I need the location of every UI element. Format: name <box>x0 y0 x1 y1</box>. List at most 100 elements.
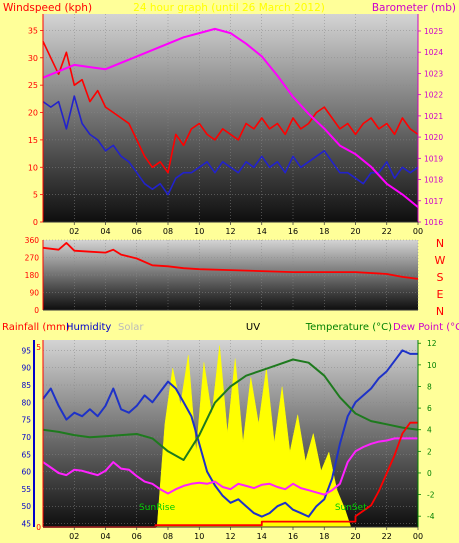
wind-x-tick-label: 22 <box>382 227 392 236</box>
temp-x-tick-label: 12 <box>225 532 235 541</box>
dewpoint-series-line <box>42 437 418 496</box>
baro-ytick-label: 1023 <box>424 69 443 78</box>
rain-ytick-label: 0 <box>36 523 41 532</box>
baro-ytick-label: 1021 <box>424 112 443 121</box>
baro-ytick-label: 1025 <box>424 27 443 36</box>
compass-letter: W <box>435 254 446 267</box>
wind-ytick-label: 5 <box>33 191 38 200</box>
wind-x-tick-label: 20 <box>350 227 360 236</box>
compass-letter: N <box>436 237 444 250</box>
direction-ytick-label: 180 <box>25 271 40 280</box>
baro-ytick-label: 1020 <box>424 133 443 142</box>
temp-x-tick-label: 22 <box>382 532 392 541</box>
baro-ytick-label: 1024 <box>424 48 443 57</box>
temp-ytick-label: 2 <box>427 447 432 456</box>
baro-ytick-label: 1019 <box>424 154 443 163</box>
temp-x-tick-label: 02 <box>69 532 79 541</box>
sunrise-annotation: SunRise <box>139 503 176 513</box>
temp-ytick-label: 12 <box>427 339 437 348</box>
humidity-ytick-label: 75 <box>21 416 31 425</box>
humidity-axis-label: Humidity <box>66 322 111 333</box>
solar-label: Solar <box>118 322 144 333</box>
baro-ytick-label: 1016 <box>424 218 443 227</box>
barometer-axis-label: Barometer (mb) <box>372 2 456 14</box>
wind-x-tick-label: 10 <box>194 227 204 236</box>
humidity-ytick-label: 60 <box>21 468 31 477</box>
temp-x-tick-label: 08 <box>163 532 173 541</box>
direction-ytick-label: 270 <box>25 254 40 263</box>
wind-ytick-label: 15 <box>28 136 38 145</box>
compass-letter: S <box>437 271 444 284</box>
baro-series-line <box>42 27 419 208</box>
wind-x-tick-label: 04 <box>100 227 110 236</box>
chart-title: 24 hour graph (until 26 March 2012) <box>133 2 325 14</box>
temp-ytick-label: 4 <box>427 426 432 435</box>
wind-x-tick-label: 00 <box>413 227 423 236</box>
temp-x-tick-label: 20 <box>350 532 360 541</box>
direction-ytick-label: 360 <box>25 236 40 245</box>
temp-x-tick-label: 06 <box>132 532 142 541</box>
wind-x-tick-label: 02 <box>69 227 79 236</box>
sunset-annotation: SunSet <box>335 503 367 513</box>
temp-x-tick-label: 18 <box>319 532 329 541</box>
wind-ytick-label: 25 <box>28 81 38 90</box>
temperature-series-layer <box>42 345 419 528</box>
temp-ytick-label: -4 <box>427 512 435 521</box>
temp-ytick-label: 6 <box>427 404 432 413</box>
wind-ytick-label: 35 <box>28 26 38 35</box>
temp-x-tick-label: 16 <box>288 532 298 541</box>
humidity-ytick-label: 45 <box>21 520 31 529</box>
humidity-ytick-label: 50 <box>21 502 31 511</box>
temp-ytick-label: 10 <box>427 361 437 370</box>
direction-axes-layer: 0 90 180 270 360 <box>25 236 418 315</box>
wind-series-layer <box>42 27 419 208</box>
wind-x-tick-label: 16 <box>288 227 298 236</box>
wind-barometer-chart: 0510152025303510161017101810191020102110… <box>3 2 456 236</box>
wind-ytick-label: 10 <box>28 163 38 172</box>
humidity-ytick-label: 70 <box>21 433 31 442</box>
rain-ytick-label: 5 <box>36 343 41 352</box>
direction-ytick-label: 0 <box>34 306 39 315</box>
humidity-ytick-label: 85 <box>21 381 31 390</box>
temp-x-tick-label: 04 <box>100 532 110 541</box>
wind-x-tick-label: 12 <box>225 227 235 236</box>
wind_avg-series-line <box>42 95 419 196</box>
rainfall-axis-label: Rainfall (mm) <box>2 322 70 333</box>
wind-ytick-label: 30 <box>28 54 38 63</box>
baro-ytick-label: 1018 <box>424 176 443 185</box>
temp-x-tick-label: 00 <box>413 532 423 541</box>
temp-ytick-label: 8 <box>427 382 432 391</box>
humidity-ytick-label: 65 <box>21 450 31 459</box>
baro-ytick-label: 1017 <box>424 197 443 206</box>
compass-letter: E <box>437 288 444 301</box>
temp-x-tick-label: 14 <box>257 532 267 541</box>
direction-series-layer <box>42 241 419 280</box>
temperature-series-line <box>42 358 419 461</box>
compass-letter: N <box>436 305 444 318</box>
solar-area <box>156 345 352 528</box>
wind-x-tick-label: 18 <box>319 227 329 236</box>
wind-x-tick-label: 06 <box>132 227 142 236</box>
humidity-ytick-label: 90 <box>21 364 31 373</box>
temp-ytick-label: 0 <box>427 469 432 478</box>
humidity-series-line <box>42 349 418 518</box>
direction-series-line <box>42 241 419 280</box>
temperature-axis-label: Temperature (°C) <box>305 322 392 333</box>
dewpoint-axis-label: Dew Point (°C) <box>393 322 459 333</box>
wind-axes-layer: 0510152025303510161017101810191020102110… <box>28 14 443 236</box>
wind-x-tick-label: 08 <box>163 227 173 236</box>
direction-ytick-label: 90 <box>29 289 39 298</box>
temp-x-tick-label: 10 <box>194 532 204 541</box>
wind-plot-area <box>43 14 418 222</box>
uv-label: UV <box>246 322 260 333</box>
humidity-ytick-label: 80 <box>21 398 31 407</box>
humidity-ytick-label: 55 <box>21 485 31 494</box>
wind-ytick-label: 0 <box>33 218 38 227</box>
wind-ytick-label: 20 <box>28 109 38 118</box>
windspeed-axis-label: Windspeed (kph) <box>3 2 92 14</box>
